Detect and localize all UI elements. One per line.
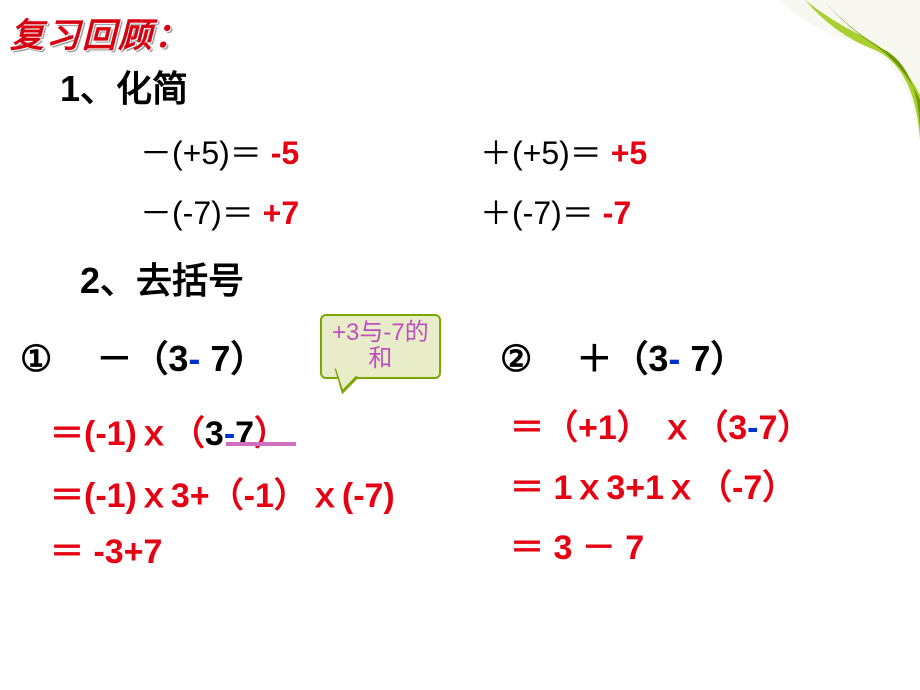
s1-r2-right: ＋(-7)＝ -7 [480,188,631,234]
answer-text: -7 [603,195,631,231]
expr-part: －（3 [96,338,188,379]
review-title: 复习回顾： [10,8,190,57]
speech-line1: +3与-7的 [332,319,429,346]
expr-text: －(+5)＝ [140,135,262,171]
expr-part: ＝(-1)ｘ（ [50,415,205,453]
pink-underline [226,442,296,446]
answer-text: +5 [611,135,647,171]
circled-number: ② [500,338,532,379]
p2-line2: ＝ 1ｘ3+1ｘ（-7） [510,460,796,509]
p2-line3: ＝ 3 － 7 [510,520,644,569]
expr-text: ＋(+5)＝ [480,135,602,171]
answer-text: +7 [263,195,299,231]
expr-part: - [188,338,210,379]
p2-line1: ＝（+1） ｘ（3-7） [510,400,811,449]
expr-part: ＝（+1） ｘ（3 [510,409,747,447]
p1-line2: ＝(-1)ｘ3+（-1）ｘ(-7) [50,468,395,517]
s1-r1-left: －(+5)＝ -5 [140,128,299,174]
p1-line3: ＝ -3+7 [50,524,162,573]
page-curl-decoration [780,0,920,140]
expr-text: ＋(-7)＝ [480,195,594,231]
expr-part: ＋（3 [576,338,668,379]
expr-part: - [224,415,235,453]
expr-part: 7 [235,415,254,453]
expr-part: ） [254,415,288,453]
expr-part: - [747,409,758,447]
expr-part: 7） [758,409,811,447]
s1-r1-right: ＋(+5)＝ +5 [480,128,647,174]
section2-heading: 2、去括号 [80,252,244,304]
p1-line1: ＝(-1)ｘ（3-7） [50,406,288,455]
problem2: ② ＋（3- 7） [500,330,746,382]
problem1: ① －（3- 7） [20,330,266,382]
speech-line2: 和 [368,345,392,372]
answer-text: -5 [271,135,299,171]
s1-r2-left: －(-7)＝ +7 [140,188,299,234]
expr-text: －(-7)＝ [140,195,254,231]
circled-number: ① [20,338,52,379]
expr-part: 7） [690,338,746,379]
expr-part: - [668,338,690,379]
expr-part: 7） [210,338,266,379]
expr-part: 3 [205,415,224,453]
section1-heading: 1、化简 [60,60,188,112]
